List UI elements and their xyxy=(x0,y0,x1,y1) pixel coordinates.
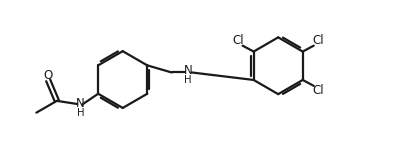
Text: Cl: Cl xyxy=(313,84,324,97)
Text: N: N xyxy=(76,97,85,110)
Text: Cl: Cl xyxy=(232,34,244,47)
Text: H: H xyxy=(77,108,84,118)
Text: H: H xyxy=(184,75,192,85)
Text: O: O xyxy=(43,69,53,82)
Text: N: N xyxy=(184,64,193,77)
Text: Cl: Cl xyxy=(313,34,324,47)
